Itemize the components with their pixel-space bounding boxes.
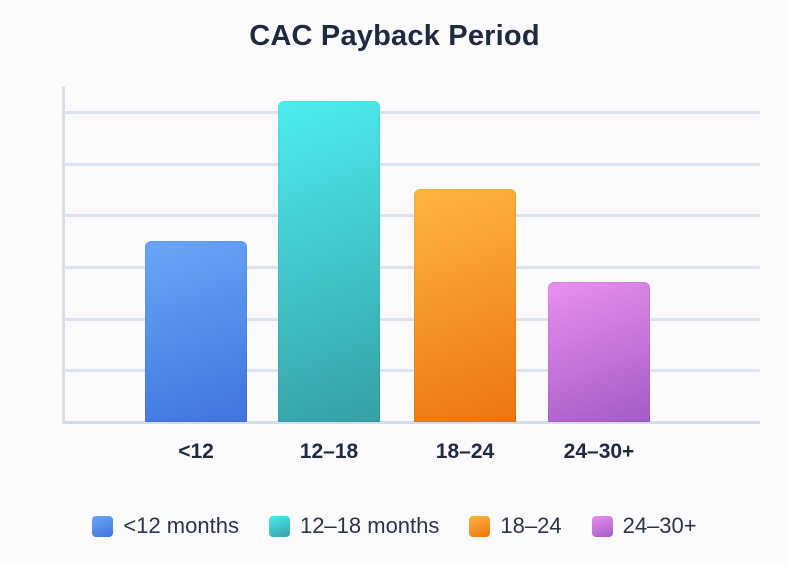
x-tick-label: 24–30+	[563, 440, 635, 463]
gridline	[62, 162, 760, 166]
legend-label: 18–24	[500, 513, 562, 538]
legend-label: 12–18 months	[299, 513, 440, 538]
y-axis	[62, 86, 65, 423]
x-tick-label: 12–18	[299, 440, 359, 463]
bar[interactable]	[278, 101, 380, 422]
bar[interactable]	[548, 282, 650, 422]
gridline	[62, 369, 760, 373]
legend-swatch-icon	[92, 515, 114, 537]
x-tick-label: <12	[178, 440, 214, 463]
legend: <12 months 12–18 months 18–24 24–30+	[0, 513, 789, 539]
x-axis	[62, 421, 760, 424]
gridline	[62, 317, 760, 321]
legend-label: 24–30+	[622, 513, 697, 538]
gridline	[62, 265, 760, 269]
x-tick-label: 18–24	[435, 440, 495, 463]
legend-item[interactable]: <12 months	[92, 513, 239, 539]
legend-swatch-icon	[591, 515, 613, 537]
gridline	[62, 110, 760, 114]
legend-item[interactable]: 24–30+	[591, 513, 697, 539]
legend-label: <12 months	[123, 513, 239, 538]
gridline	[62, 214, 760, 218]
bar[interactable]	[145, 241, 247, 422]
plot-area	[62, 86, 760, 424]
legend-swatch-icon	[268, 515, 290, 537]
legend-swatch-icon	[469, 515, 491, 537]
legend-item[interactable]: 12–18 months	[268, 513, 440, 539]
legend-item[interactable]: 18–24	[469, 513, 562, 539]
chart-title: CAC Payback Period	[249, 20, 540, 52]
bar[interactable]	[414, 189, 516, 422]
